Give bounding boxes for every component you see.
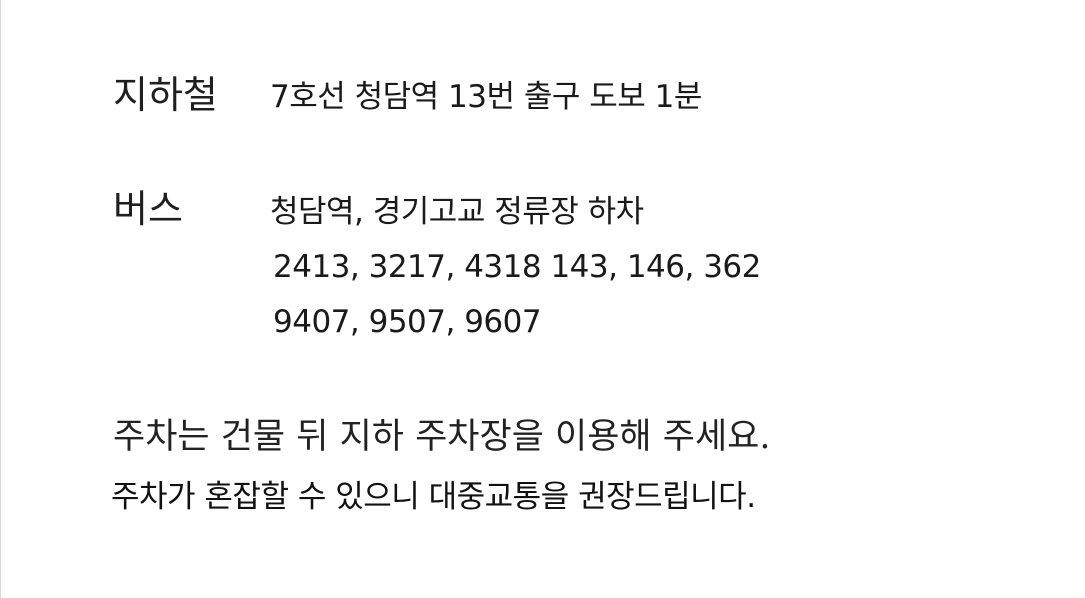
parking-note: 주차는 건물 뒤 지하 주차장을 이용해 주세요.: [113, 417, 771, 457]
bus-routes-line-2: 9407, 9507, 9607: [273, 304, 542, 340]
subway-label: 지하철: [113, 73, 218, 117]
public-transit-recommendation: 주차가 혼잡할 수 있으니 대중교통을 권장드립니다.: [111, 479, 756, 515]
bus-label: 버스: [113, 187, 183, 231]
bus-stop: 청담역, 경기고교 정류장 하차: [270, 194, 644, 230]
page-left-border: [0, 0, 1, 598]
bus-routes-line-1: 2413, 3217, 4318 143, 146, 362: [273, 249, 761, 285]
subway-directions: 7호선 청담역 13번 출구 도보 1분: [270, 79, 702, 115]
